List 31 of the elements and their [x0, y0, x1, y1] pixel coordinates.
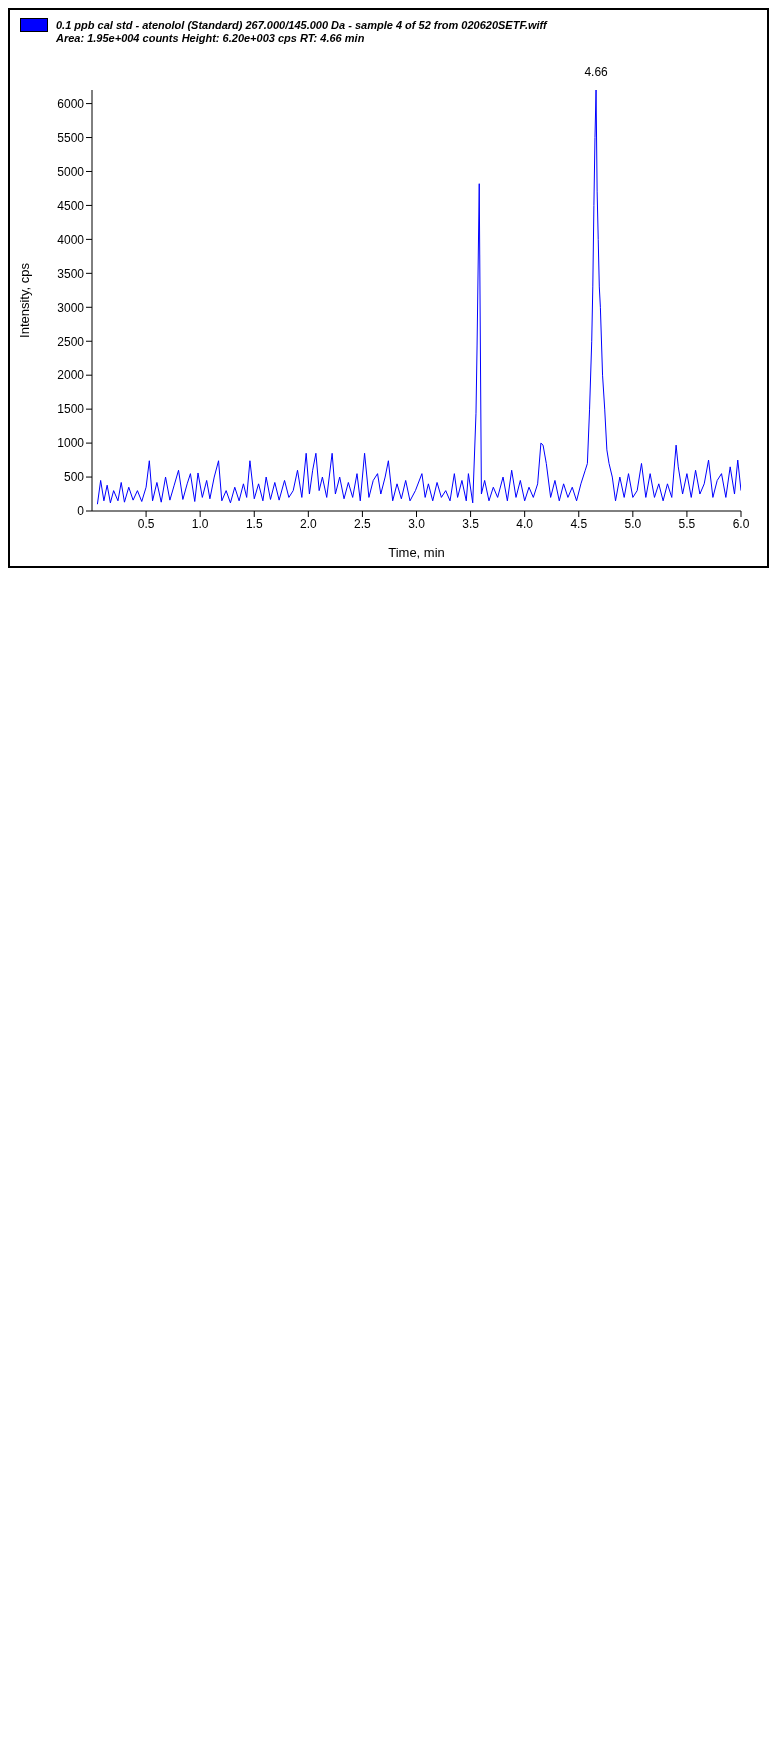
y-tick-label: 1500: [57, 402, 85, 417]
y-tick-label: 4500: [57, 198, 85, 213]
legend-label: 0.1 ppb cal std - atenolol (Standard) 267.000/145.000 Da - sample 4 of 52 from 020620SETF.wiff: [56, 19, 547, 31]
y-tick-label: 1000: [57, 436, 85, 451]
x-tick-label: 2.0: [299, 516, 317, 531]
x-tick-label: 3.5: [462, 516, 480, 531]
x-tick-label: 1.0: [191, 516, 209, 531]
x-axis-title: Time, min: [388, 545, 445, 560]
y-tick-label: 4000: [57, 232, 85, 247]
y-axis-title: Intensity, cps: [16, 262, 32, 338]
x-tick-label: 3.0: [408, 516, 426, 531]
x-tick-label: 5.5: [678, 516, 696, 531]
x-tick-label: 4.5: [570, 516, 588, 531]
y-tick-label: 3000: [57, 300, 85, 315]
x-tick-label: 0.5: [137, 516, 155, 531]
y-tick-label: 500: [63, 470, 85, 485]
y-tick-label: 2500: [57, 334, 85, 349]
x-tick-label: 4.0: [516, 516, 534, 531]
x-tick-label: 1.5: [245, 516, 263, 531]
y-tick-label: 3500: [57, 266, 85, 281]
x-tick-label: 2.5: [354, 516, 372, 531]
y-tick-label: 5500: [57, 130, 85, 145]
y-tick-label: 2000: [57, 368, 85, 383]
x-tick-label: 5.0: [624, 516, 642, 531]
y-tick-label: 5000: [57, 164, 85, 179]
annotation: 4.66: [584, 65, 609, 79]
x-tick-label: 6.0: [732, 516, 750, 531]
y-tick-label: 0: [77, 504, 85, 519]
y-tick-label: 6000: [57, 96, 85, 111]
chart-subtitle: Area: 1.95e+004 counts Height: 6.20e+003 cps RT: 4.66 min: [56, 32, 366, 44]
line-series: [96, 90, 741, 505]
